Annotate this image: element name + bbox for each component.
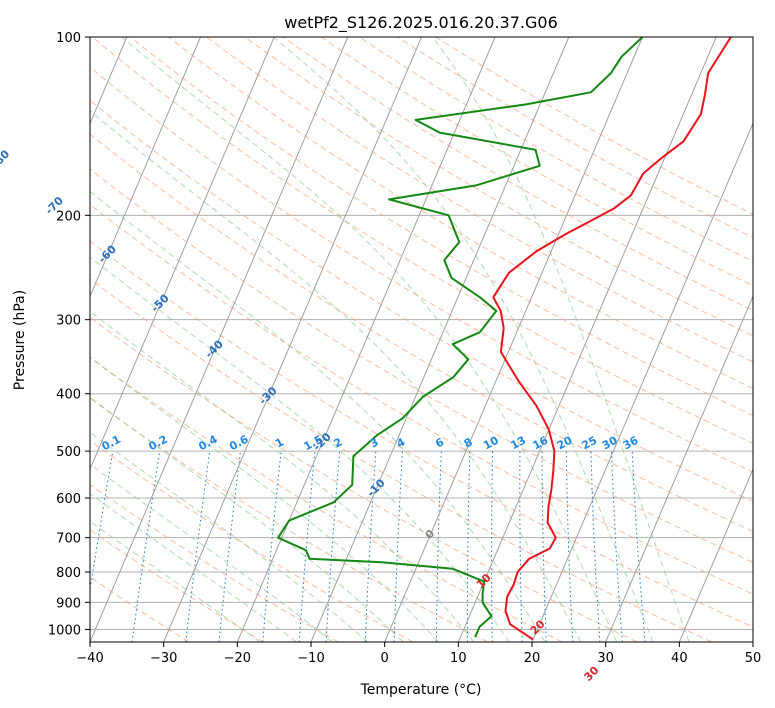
dry-adiabat [168,37,753,389]
dewpoint-profile [277,37,644,638]
dry-adiabat [90,99,753,502]
mixing-ratio-line [491,451,494,642]
moist-adiabat [90,310,475,642]
x-tick-label: 0 [381,651,389,666]
y-tick-label: 400 [56,388,81,403]
isotherm-line [236,37,496,642]
plot-background [90,37,753,642]
x-tick-label: 50 [745,651,762,666]
background-lines [90,37,753,642]
mixing-ratio-line [262,451,282,642]
x-tick-label: 10 [450,651,467,666]
isotherm-line [678,467,753,642]
plot-frame [89,36,754,643]
isotherm-line [163,37,422,642]
moist-adiabat [90,256,510,642]
mixing-ratio-line [565,451,574,642]
isotherm-line [457,37,717,642]
x-tick-label: 30 [597,651,614,666]
y-tick-label: 200 [56,209,81,224]
y-tick-label: 1000 [48,623,81,638]
mixing-ratio-label: 30 [600,434,620,453]
isotherm-line [605,295,753,642]
mixing-ratio-line [298,451,316,642]
dry-adiabat [90,529,264,642]
moist-adiabat [121,37,618,642]
x-tick-label: 40 [671,651,688,666]
y-tick-label: 900 [56,596,81,611]
y-tick-label: 600 [56,492,81,507]
x-tick-label: −10 [297,651,324,666]
y-tick-label: 500 [56,445,81,460]
mixing-ratio-line [90,451,114,593]
isotherm-line [531,122,753,642]
dry-adiabat [244,37,753,337]
y-tick-label: 700 [56,532,81,547]
x-tick-label: 20 [524,651,541,666]
mixing-ratio-line [541,451,547,642]
moist-adiabat [90,431,369,642]
dry-adiabat [90,203,753,595]
dry-adiabat [90,316,638,642]
dry-adiabat [90,483,339,642]
mixing-ratio-line [466,451,471,642]
mixing-ratio-line [185,451,211,642]
chart-title: wetPf2_S126.2025.016.20.37.G06 [284,13,558,33]
mixing-ratio-label: 20 [555,434,575,453]
isotherm-line [90,37,349,642]
x-tick-label: −20 [224,651,251,666]
y-tick-label: 300 [56,314,81,329]
moist-adiabat [273,37,654,642]
mixing-ratio-label: 25 [580,434,600,453]
dry-adiabat [282,37,753,312]
moist-adiabat [90,396,404,642]
mixing-ratio-label: 36 [621,434,641,453]
x-tick-label: −30 [150,651,177,666]
mixing-ratio-line [590,451,601,642]
mixing-ratio-label: 13 [508,434,528,453]
y-tick-label: 800 [56,566,81,581]
mixing-ratio-line [519,451,523,642]
moist-adiabat [90,493,297,642]
mixing-ratio-line [631,451,646,642]
isotherm-line [90,37,201,298]
moist-adiabat [90,356,439,642]
mixing-ratio-line [435,451,442,642]
y-tick-label: 100 [56,31,81,46]
mixing-ratio-line [325,451,341,642]
mixing-ratio-line [611,451,623,642]
x-axis-label: Temperature (°C) [360,682,482,698]
dry-adiabat [90,240,753,628]
dry-adiabat [91,37,753,445]
dry-adiabat [130,37,753,417]
isotherm-line [310,37,570,642]
isotherm-line [384,37,643,642]
mixing-ratio-label: 16 [531,434,551,453]
temperature-profile [492,37,732,641]
x-tick-label: −40 [76,651,103,666]
y-axis-label: Pressure (hPa) [12,290,28,390]
axes: −40 −30 −20 −10 0 10 20 30 40 50 100 200 300 400 500 60… [48,31,761,666]
mixing-ratio-label: 10 [481,434,501,453]
mixing-ratio-line [364,451,377,642]
isotherm-line [90,37,275,471]
moist-adiabat [90,463,333,642]
mixing-ratio-line [218,451,241,642]
dry-adiabat [90,356,563,642]
profiles [277,37,732,641]
dry-adiabat [90,278,712,642]
moist-adiabat [431,37,690,642]
dry-adiabat [90,133,753,533]
